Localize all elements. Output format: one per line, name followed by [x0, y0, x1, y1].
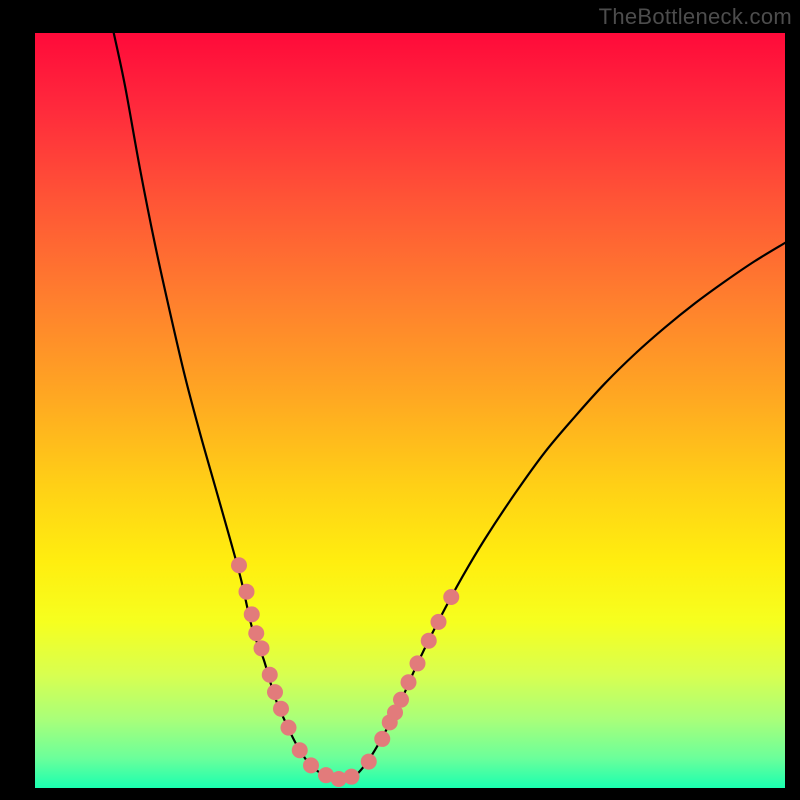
- data-marker: [281, 720, 297, 736]
- data-marker: [267, 684, 283, 700]
- watermark-label: TheBottleneck.com: [599, 4, 792, 30]
- data-marker: [303, 757, 319, 773]
- data-marker: [431, 614, 447, 630]
- data-marker: [443, 589, 459, 605]
- data-marker: [292, 742, 308, 758]
- data-marker: [239, 584, 255, 600]
- data-marker: [393, 692, 409, 708]
- data-marker: [231, 557, 247, 573]
- stage: TheBottleneck.com: [0, 0, 800, 800]
- data-marker: [244, 606, 260, 622]
- data-marker: [254, 640, 270, 656]
- data-marker: [262, 667, 278, 683]
- data-marker: [344, 769, 360, 785]
- data-marker: [248, 625, 264, 641]
- data-marker: [361, 754, 377, 770]
- data-marker: [273, 701, 289, 717]
- data-marker: [374, 731, 390, 747]
- bottleneck-chart: [0, 0, 800, 800]
- data-marker: [410, 655, 426, 671]
- data-marker: [421, 633, 437, 649]
- data-marker: [401, 674, 417, 690]
